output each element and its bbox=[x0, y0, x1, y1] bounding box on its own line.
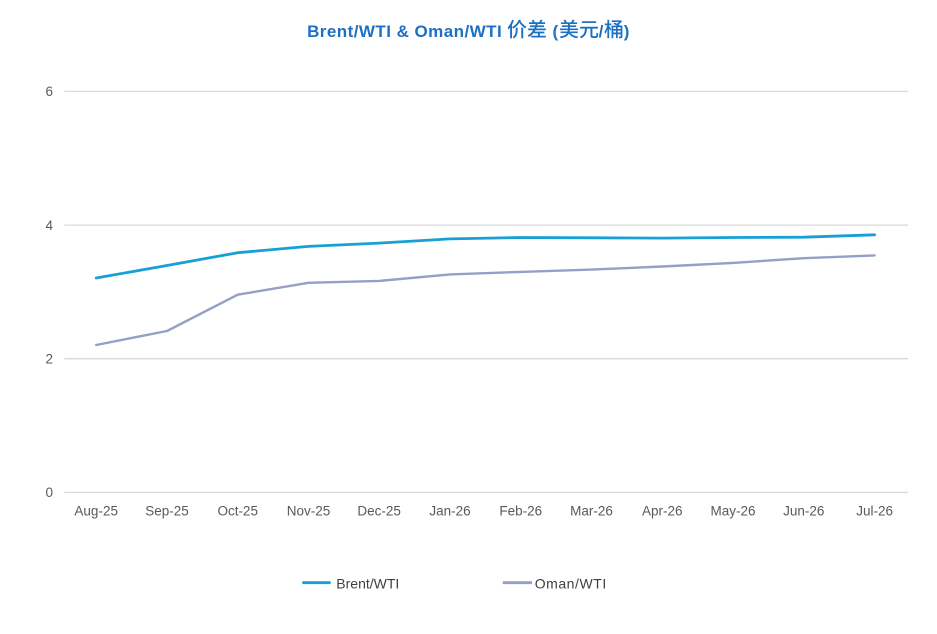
svg-text:Apr-26: Apr-26 bbox=[642, 504, 683, 519]
svg-text:May-26: May-26 bbox=[710, 504, 755, 519]
svg-text:0: 0 bbox=[45, 485, 53, 500]
svg-text:Sep-25: Sep-25 bbox=[145, 504, 189, 519]
svg-text:Feb-26: Feb-26 bbox=[499, 504, 542, 519]
svg-text:6: 6 bbox=[45, 84, 53, 99]
svg-text:Aug-25: Aug-25 bbox=[74, 504, 118, 519]
svg-text:Jul-26: Jul-26 bbox=[856, 504, 893, 519]
svg-text:Oct-25: Oct-25 bbox=[217, 504, 258, 519]
svg-text:Mar-26: Mar-26 bbox=[570, 504, 613, 519]
svg-text:4: 4 bbox=[45, 218, 53, 233]
svg-text:Oman/WTI: Oman/WTI bbox=[535, 576, 607, 592]
svg-text:Jan-26: Jan-26 bbox=[429, 504, 470, 519]
svg-text:Brent/WTI: Brent/WTI bbox=[336, 576, 399, 592]
svg-text:2: 2 bbox=[45, 351, 53, 366]
svg-text:Dec-25: Dec-25 bbox=[357, 504, 401, 519]
svg-text:Nov-25: Nov-25 bbox=[287, 504, 331, 519]
svg-text:Jun-26: Jun-26 bbox=[783, 504, 824, 519]
